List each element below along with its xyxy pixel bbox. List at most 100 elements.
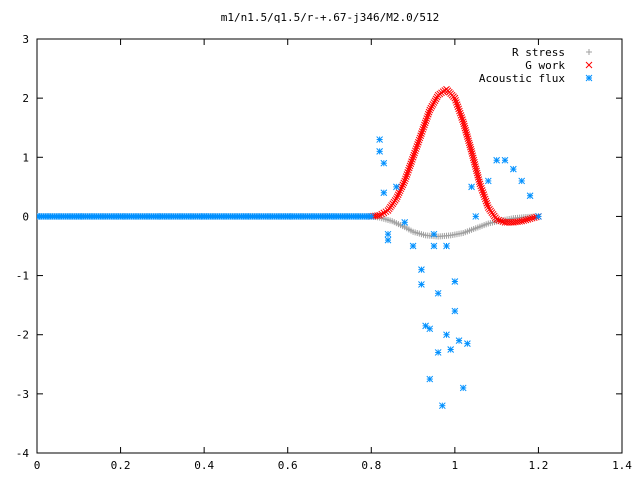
data-point	[447, 346, 455, 353]
data-point	[428, 102, 436, 110]
data-point	[422, 117, 430, 125]
data-point	[474, 171, 482, 179]
data-point	[403, 171, 411, 178]
data-point	[481, 195, 489, 203]
data-point	[401, 177, 409, 185]
data-point	[464, 133, 471, 140]
data-point	[530, 214, 538, 221]
data-point	[434, 289, 442, 297]
data-point	[398, 183, 406, 191]
data-point	[495, 216, 503, 224]
data-point	[480, 191, 488, 199]
data-point	[378, 210, 386, 218]
data-point	[452, 96, 459, 104]
data-point	[470, 156, 478, 164]
data-point	[431, 97, 439, 105]
data-point	[410, 151, 418, 159]
series-acoustic-flux	[37, 136, 542, 410]
data-point	[393, 193, 401, 201]
data-point	[425, 108, 433, 116]
data-point	[453, 101, 461, 108]
data-point	[461, 124, 469, 132]
data-point	[418, 281, 425, 288]
plot-border	[36, 38, 623, 454]
data-point	[411, 147, 419, 155]
data-point	[473, 169, 481, 177]
data-point	[443, 242, 450, 250]
data-point	[472, 163, 479, 170]
data-point	[422, 322, 429, 330]
data-point	[418, 130, 425, 137]
data-point	[418, 128, 426, 135]
data-point	[460, 120, 468, 128]
data-point	[455, 105, 463, 113]
x-tick-label: 0.6	[278, 459, 298, 472]
data-point	[451, 307, 459, 315]
data-point	[417, 132, 425, 140]
data-point	[497, 217, 505, 225]
data-point	[451, 278, 459, 285]
data-point	[464, 135, 472, 143]
data-point	[380, 189, 388, 197]
data-point	[414, 141, 421, 148]
data-point	[408, 156, 416, 163]
data-point	[427, 104, 435, 112]
data-point	[419, 125, 427, 133]
data-point	[462, 129, 470, 136]
y-tick-label: -3	[16, 388, 29, 401]
data-point	[518, 217, 526, 225]
data-point	[429, 101, 437, 108]
y-tick-label: 2	[22, 92, 29, 105]
data-point	[394, 191, 402, 199]
data-point	[405, 166, 412, 174]
data-point	[483, 199, 491, 207]
data-point	[484, 177, 492, 185]
data-point	[400, 179, 408, 187]
data-point	[416, 134, 424, 142]
data-point	[404, 168, 412, 176]
data-point	[376, 148, 383, 155]
data-point	[399, 181, 407, 189]
data-point	[413, 143, 421, 150]
y-tick-label: -1	[16, 270, 29, 283]
data-point	[384, 236, 392, 244]
data-point	[462, 126, 469, 134]
data-point	[406, 162, 414, 170]
data-point	[469, 152, 477, 160]
data-point	[481, 193, 488, 201]
data-point	[380, 209, 388, 217]
data-point	[477, 182, 485, 190]
legend-marker	[585, 74, 593, 82]
data-point	[476, 178, 483, 186]
data-point	[374, 212, 381, 219]
data-point	[472, 213, 480, 220]
y-tick-label: 0	[22, 210, 29, 223]
data-point	[476, 180, 484, 188]
data-point	[464, 340, 471, 347]
x-tick-label: 1.4	[612, 459, 632, 472]
data-point	[473, 167, 480, 175]
data-point	[434, 349, 442, 356]
x-tick-label: 1	[452, 459, 459, 472]
data-point	[409, 242, 417, 250]
data-point	[478, 184, 485, 192]
data-point	[454, 103, 462, 111]
legend-label: Acoustic flux	[479, 72, 565, 85]
data-point	[465, 139, 473, 147]
x-tick-label: 0	[34, 459, 41, 472]
data-point	[468, 183, 475, 191]
data-point	[405, 164, 413, 172]
data-point	[501, 156, 509, 164]
data-point	[475, 176, 483, 183]
data-point	[393, 195, 400, 203]
data-point	[526, 192, 534, 200]
data-point	[421, 121, 428, 129]
data-point	[468, 148, 475, 155]
data-point	[510, 165, 517, 173]
data-point	[459, 118, 467, 126]
data-point	[438, 402, 446, 410]
data-point	[418, 266, 425, 274]
data-point	[426, 375, 434, 383]
data-point	[528, 214, 536, 222]
